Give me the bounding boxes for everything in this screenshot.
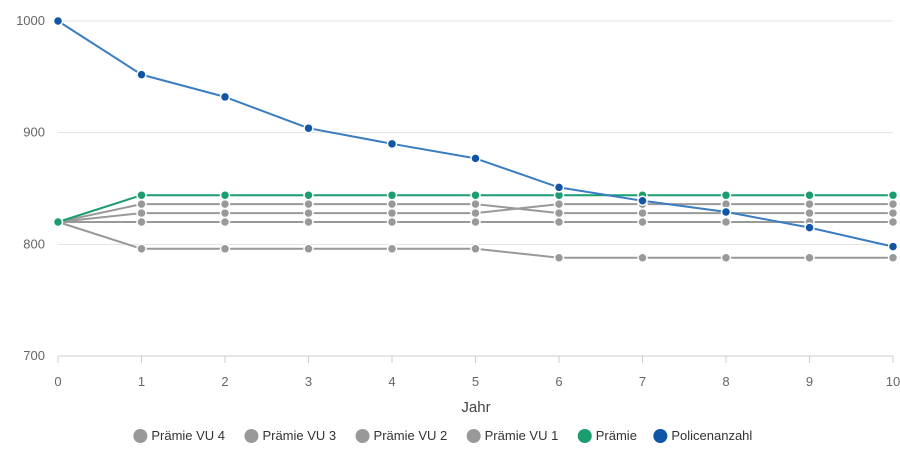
data-point[interactable]: [219, 189, 231, 201]
data-point[interactable]: [720, 206, 732, 218]
legend-item[interactable]: Prämie VU 1: [466, 428, 559, 443]
series-4[interactable]: [52, 216, 899, 263]
x-tick-label: 0: [54, 374, 61, 389]
data-point[interactable]: [720, 189, 732, 201]
data-point[interactable]: [386, 243, 398, 255]
data-point[interactable]: [303, 216, 314, 228]
x-tick-label: 5: [472, 374, 479, 389]
x-tick-label: 7: [639, 374, 646, 389]
data-point[interactable]: [470, 198, 481, 210]
data-point[interactable]: [553, 207, 565, 219]
series-6[interactable]: [52, 15, 899, 252]
legend-marker: [244, 429, 259, 443]
data-point[interactable]: [303, 122, 314, 134]
data-point[interactable]: [136, 198, 147, 210]
data-point[interactable]: [637, 216, 648, 228]
data-point[interactable]: [303, 189, 314, 201]
x-tick-label: 8: [722, 374, 729, 389]
series-3[interactable]: [52, 216, 899, 228]
data-point[interactable]: [804, 222, 815, 233]
legend: Prämie VU 4 Prämie VU 3 Prämie VU 2 Prämie …: [133, 428, 752, 443]
data-point[interactable]: [470, 216, 481, 228]
series-5[interactable]: [52, 189, 899, 228]
data-point[interactable]: [386, 198, 398, 210]
data-point[interactable]: [804, 198, 815, 210]
legend-item[interactable]: Policenanzahl: [653, 428, 752, 443]
data-point[interactable]: [136, 243, 147, 255]
series-group: [52, 15, 899, 263]
data-point[interactable]: [136, 207, 147, 219]
data-point[interactable]: [887, 241, 899, 252]
data-point[interactable]: [637, 207, 648, 219]
x-tick-label: 3: [305, 374, 312, 389]
data-point[interactable]: [637, 252, 648, 263]
data-point[interactable]: [470, 207, 481, 219]
legend-label: Prämie VU 4: [151, 428, 225, 443]
data-point[interactable]: [303, 207, 314, 219]
data-point[interactable]: [303, 198, 314, 210]
legend-label: Policenanzahl: [671, 428, 752, 443]
legend-marker: [653, 429, 668, 443]
data-point[interactable]: [136, 189, 147, 201]
data-point[interactable]: [553, 198, 565, 210]
data-point[interactable]: [219, 243, 231, 255]
data-point[interactable]: [386, 207, 398, 219]
x-tick-label: 2: [221, 374, 228, 389]
x-tick-label: 10: [886, 374, 900, 389]
data-point[interactable]: [470, 153, 481, 164]
x-tick-label: 1: [138, 374, 145, 389]
y-tick-label: 1000: [16, 13, 45, 28]
x-tick-label: 4: [388, 374, 395, 389]
data-point[interactable]: [386, 216, 398, 228]
data-point[interactable]: [386, 138, 398, 150]
legend-marker: [355, 429, 370, 443]
data-point[interactable]: [887, 252, 899, 263]
data-point[interactable]: [887, 198, 899, 210]
data-point[interactable]: [804, 252, 815, 263]
legend-marker: [577, 429, 592, 443]
data-point[interactable]: [386, 189, 398, 201]
data-point[interactable]: [303, 243, 314, 255]
axes: 700 800 900 1000 0 1 2 3 4 5 6 7 8 9 10: [16, 13, 900, 389]
data-point[interactable]: [720, 216, 732, 228]
legend-marker: [133, 429, 148, 443]
data-point[interactable]: [553, 182, 565, 193]
data-point[interactable]: [219, 198, 231, 210]
data-point[interactable]: [804, 189, 815, 201]
legend-item[interactable]: Prämie VU 2: [355, 428, 448, 443]
legend-label: Prämie VU 1: [485, 428, 559, 443]
legend-marker: [466, 429, 481, 443]
legend-label: Prämie VU 2: [374, 428, 448, 443]
legend-item[interactable]: Prämie: [577, 428, 637, 443]
data-point[interactable]: [720, 252, 732, 263]
data-point[interactable]: [470, 189, 481, 201]
legend-item[interactable]: Prämie VU 3: [244, 428, 336, 443]
legend-label: Prämie VU 3: [262, 428, 336, 443]
data-point[interactable]: [136, 216, 147, 228]
y-tick-label: 700: [23, 348, 45, 363]
data-point[interactable]: [804, 207, 815, 219]
data-point[interactable]: [219, 216, 231, 228]
data-point[interactable]: [470, 243, 481, 255]
data-point[interactable]: [553, 216, 565, 228]
data-point[interactable]: [553, 252, 565, 263]
y-tick-label: 800: [23, 236, 45, 251]
data-point[interactable]: [887, 216, 899, 228]
data-point[interactable]: [136, 69, 147, 80]
data-point[interactable]: [219, 91, 231, 103]
data-point[interactable]: [52, 15, 64, 27]
data-point[interactable]: [887, 207, 899, 219]
legend-item[interactable]: Prämie VU 4: [133, 428, 225, 443]
legend-label: Prämie: [596, 428, 637, 443]
x-tick-label: 9: [806, 374, 813, 389]
data-point[interactable]: [637, 195, 648, 207]
x-axis-title: Jahr: [461, 399, 490, 416]
data-point[interactable]: [887, 189, 899, 201]
x-tick-label: 6: [555, 374, 562, 389]
data-point[interactable]: [52, 216, 64, 228]
y-tick-label: 900: [23, 125, 45, 140]
data-point[interactable]: [219, 207, 231, 219]
